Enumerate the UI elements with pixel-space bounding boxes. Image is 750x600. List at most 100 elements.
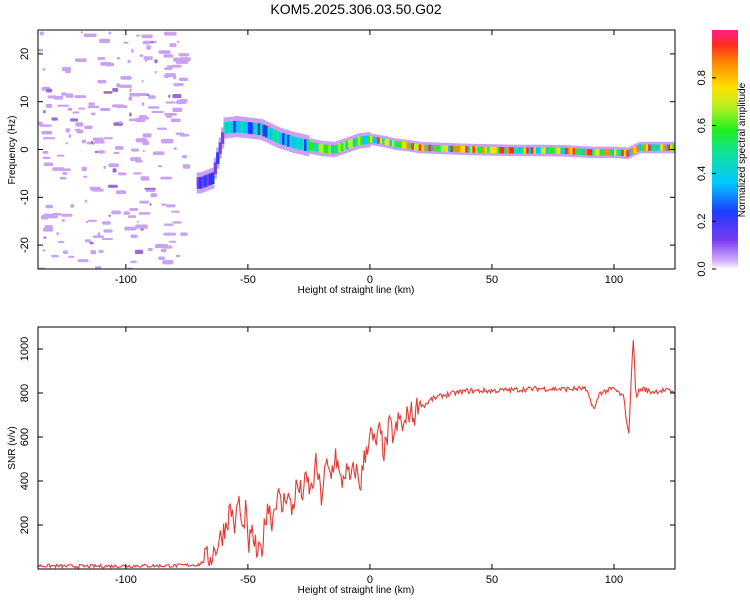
ridge-core-cell <box>513 147 518 154</box>
noise-blob <box>116 105 128 109</box>
ridge-core-cell <box>504 147 508 154</box>
noise-blob <box>144 187 156 190</box>
x-tick-label: 50 <box>486 274 498 286</box>
noise-blob <box>70 203 74 208</box>
ridge-core-cell <box>494 146 498 154</box>
ridge-core-cell <box>428 144 432 152</box>
noise-blob <box>44 225 53 229</box>
noise-blob <box>72 111 80 114</box>
ridge-core-cell <box>289 135 293 148</box>
noise-blob <box>152 151 165 156</box>
noise-blob <box>64 68 71 74</box>
ridge-core-cell <box>221 132 225 144</box>
noise-blob <box>129 112 132 117</box>
ridge-core-cell <box>367 135 371 144</box>
ridge-core-cell <box>633 146 637 154</box>
ridge-core-cell <box>343 141 347 151</box>
noise-blob <box>181 155 188 159</box>
colorbar-tick-label: 0.0 <box>696 261 708 276</box>
ridge-core-cell <box>238 121 242 133</box>
noise-blob <box>57 241 65 244</box>
ridge-core-cell <box>482 146 486 153</box>
ridge-core-cell <box>235 120 239 133</box>
ridge-core-cell <box>660 144 664 151</box>
noise-blob <box>107 184 118 188</box>
noise-blob <box>136 118 141 123</box>
ridge-core-cell <box>338 143 342 152</box>
ridge-core-cell <box>282 133 286 145</box>
ridge-core-cell <box>450 145 454 152</box>
noise-blob <box>38 48 44 52</box>
snr-panel: -100 -50 0 50 100 1000 800 600 400 200 Height of … <box>7 326 676 596</box>
ridge-core-cell <box>277 131 281 144</box>
noise-blob <box>39 124 52 127</box>
noise-blob <box>139 200 150 204</box>
colorbar-gradient <box>712 30 738 269</box>
ridge-core-cell <box>531 147 535 154</box>
noise-blob <box>146 45 151 50</box>
noise-blob <box>98 250 104 253</box>
noise-blob <box>129 208 139 211</box>
noise-blob <box>127 60 131 64</box>
ridge-core-cell <box>328 144 332 154</box>
ridge-core-cell <box>479 146 483 153</box>
noise-blob <box>142 149 145 153</box>
ridge-core-cell <box>203 175 208 187</box>
noise-blob <box>76 129 84 134</box>
noise-blob <box>123 41 129 44</box>
noise-blob <box>100 61 111 66</box>
noise-blob <box>147 247 153 252</box>
ridge-core-cell <box>489 146 493 154</box>
noise-blob <box>116 56 121 60</box>
noise-blob <box>94 140 105 144</box>
ridge-core-cell <box>247 122 252 134</box>
noise-blob <box>135 34 141 37</box>
ridge-core-cell <box>262 124 266 137</box>
noise-blob <box>173 83 184 87</box>
ridge-core-cell <box>228 121 232 134</box>
noise-blob <box>83 33 97 38</box>
ridge-core-cell <box>550 147 554 154</box>
ridge-core-cell <box>501 147 505 154</box>
noise-blob <box>142 40 151 45</box>
ridge-core-cell <box>594 149 598 156</box>
noise-blob <box>112 168 117 173</box>
x-tick-label: 0 <box>367 274 373 286</box>
noise-blob <box>42 150 49 154</box>
colorbar-tick-label: 0.4 <box>696 166 708 181</box>
noise-blob <box>51 255 59 258</box>
noise-blob <box>69 118 79 122</box>
snr-axes: -100 -50 0 50 100 1000 800 600 400 200 <box>19 327 675 586</box>
ridge-core-cell <box>264 125 269 138</box>
ridge-core-cell <box>384 138 388 146</box>
ridge-core-cell <box>543 147 547 154</box>
noise-blob <box>45 103 53 108</box>
noise-blob <box>52 212 62 216</box>
spectrogram-ylabel: Frequency (Hz) <box>7 116 18 185</box>
ridge-core-cell <box>279 132 283 145</box>
noise-blob <box>62 250 68 254</box>
noise-blob <box>116 83 121 88</box>
noise-blob <box>142 133 152 138</box>
y-tick-label: 10 <box>19 96 31 108</box>
ridge-core-cell <box>396 141 400 148</box>
noise-blob <box>164 74 170 78</box>
noise-blob <box>67 107 73 111</box>
ridge-core-cell <box>448 145 452 152</box>
ridge-core-cell <box>413 143 418 150</box>
ridge-core-cell <box>306 139 310 152</box>
noise-blob <box>84 239 92 243</box>
ridge-core-cell <box>391 140 396 147</box>
noise-blob <box>78 107 86 110</box>
ridge-core-cell <box>589 149 593 156</box>
ridge-core-cell <box>286 134 291 147</box>
ridge-core-cell <box>643 144 647 151</box>
noise-blob <box>131 48 134 53</box>
noise-blob <box>163 223 174 226</box>
noise-blob <box>163 54 174 58</box>
noise-blob <box>51 117 58 121</box>
noise-blob <box>101 237 113 240</box>
noise-blob <box>52 167 65 171</box>
colorbar-label: Normalized spectral amplitude <box>737 82 748 217</box>
ridge-core-cell <box>433 145 437 152</box>
